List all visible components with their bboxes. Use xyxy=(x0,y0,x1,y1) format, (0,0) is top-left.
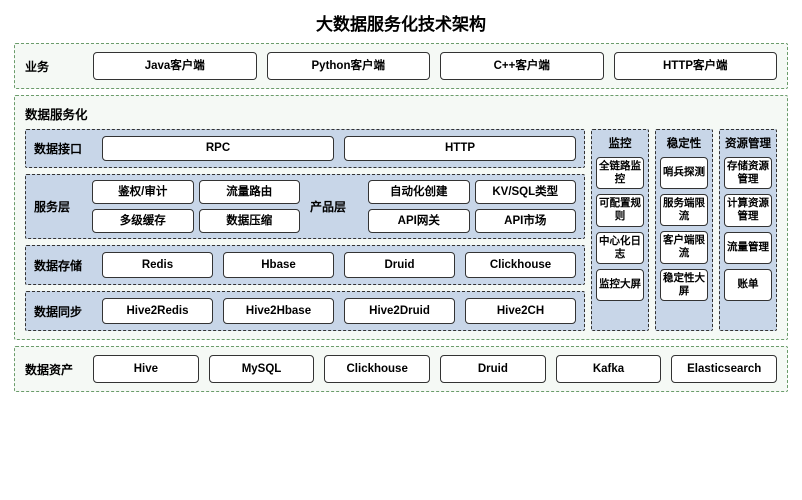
resource-node: 流量管理 xyxy=(724,232,772,264)
asset-label: 数据资产 xyxy=(25,361,83,378)
monitor-node: 监控大屏 xyxy=(596,269,644,301)
storage-node: Redis xyxy=(102,252,213,278)
monitor-column: 监控 全链路监控 可配置规则 中心化日志 监控大屏 xyxy=(591,129,649,331)
asset-layer: 数据资产 Hive MySQL Clickhouse Druid Kafka E… xyxy=(14,346,788,392)
stability-node: 客户端限流 xyxy=(660,231,708,263)
resource-node: 计算资源管理 xyxy=(724,194,772,226)
svc-node: 数据压缩 xyxy=(199,209,301,233)
diagram-title: 大数据服务化技术架构 xyxy=(14,10,788,35)
storage-label: 数据存储 xyxy=(34,252,92,278)
asset-node: Druid xyxy=(440,355,546,383)
sync-layer: 数据同步 Hive2Redis Hive2Hbase Hive2Druid Hi… xyxy=(25,291,585,331)
service-layer: 数据服务化 数据接口 RPC HTTP 服务层 鉴权/审计 流量路由 多级缓存 … xyxy=(14,95,788,340)
resource-column: 资源管理 存储资源管理 计算资源管理 流量管理 账单 xyxy=(719,129,777,331)
interface-node: RPC xyxy=(102,136,334,161)
stability-node: 稳定性大屏 xyxy=(660,269,708,301)
product-node: 自动化创建 xyxy=(368,180,470,204)
svc-product-layer: 服务层 鉴权/审计 流量路由 多级缓存 数据压缩 产品层 自动化创建 KV/SQ… xyxy=(25,174,585,239)
storage-node: Clickhouse xyxy=(465,252,576,278)
asset-node: Clickhouse xyxy=(324,355,430,383)
interface-layer: 数据接口 RPC HTTP xyxy=(25,129,585,168)
resource-title: 资源管理 xyxy=(724,135,772,151)
asset-node: Kafka xyxy=(556,355,662,383)
product-node: API网关 xyxy=(368,209,470,233)
stability-node: 哨兵探测 xyxy=(660,157,708,189)
stability-column: 稳定性 哨兵探测 服务端限流 客户端限流 稳定性大屏 xyxy=(655,129,713,331)
monitor-node: 全链路监控 xyxy=(596,157,644,189)
stability-node: 服务端限流 xyxy=(660,194,708,226)
svc-node: 鉴权/审计 xyxy=(92,180,194,204)
monitor-title: 监控 xyxy=(596,135,644,151)
stability-title: 稳定性 xyxy=(660,135,708,151)
svc-node: 多级缓存 xyxy=(92,209,194,233)
resource-node: 账单 xyxy=(724,269,772,301)
sync-node: Hive2Hbase xyxy=(223,298,334,324)
biz-node: C++客户端 xyxy=(440,52,604,80)
asset-node: MySQL xyxy=(209,355,315,383)
sync-node: Hive2Redis xyxy=(102,298,213,324)
product-node: KV/SQL类型 xyxy=(475,180,577,204)
svc-layer-label: 服务层 xyxy=(34,180,84,233)
biz-node: Python客户端 xyxy=(267,52,431,80)
monitor-node: 可配置规则 xyxy=(596,194,644,226)
biz-node: HTTP客户端 xyxy=(614,52,778,80)
storage-node: Hbase xyxy=(223,252,334,278)
svc-node: 流量路由 xyxy=(199,180,301,204)
service-label: 数据服务化 xyxy=(25,104,777,123)
asset-node: Elasticsearch xyxy=(671,355,777,383)
business-layer: 业务 Java客户端 Python客户端 C++客户端 HTTP客户端 xyxy=(14,43,788,89)
sync-node: Hive2Druid xyxy=(344,298,455,324)
service-main: 数据接口 RPC HTTP 服务层 鉴权/审计 流量路由 多级缓存 数据压缩 产… xyxy=(25,129,585,331)
sync-label: 数据同步 xyxy=(34,298,92,324)
product-layer-label: 产品层 xyxy=(310,180,360,233)
interface-label: 数据接口 xyxy=(34,140,92,157)
storage-node: Druid xyxy=(344,252,455,278)
business-label: 业务 xyxy=(25,58,83,75)
resource-node: 存储资源管理 xyxy=(724,157,772,189)
interface-node: HTTP xyxy=(344,136,576,161)
asset-node: Hive xyxy=(93,355,199,383)
biz-node: Java客户端 xyxy=(93,52,257,80)
storage-layer: 数据存储 Redis Hbase Druid Clickhouse xyxy=(25,245,585,285)
product-node: API市场 xyxy=(475,209,577,233)
sync-node: Hive2CH xyxy=(465,298,576,324)
monitor-node: 中心化日志 xyxy=(596,232,644,264)
